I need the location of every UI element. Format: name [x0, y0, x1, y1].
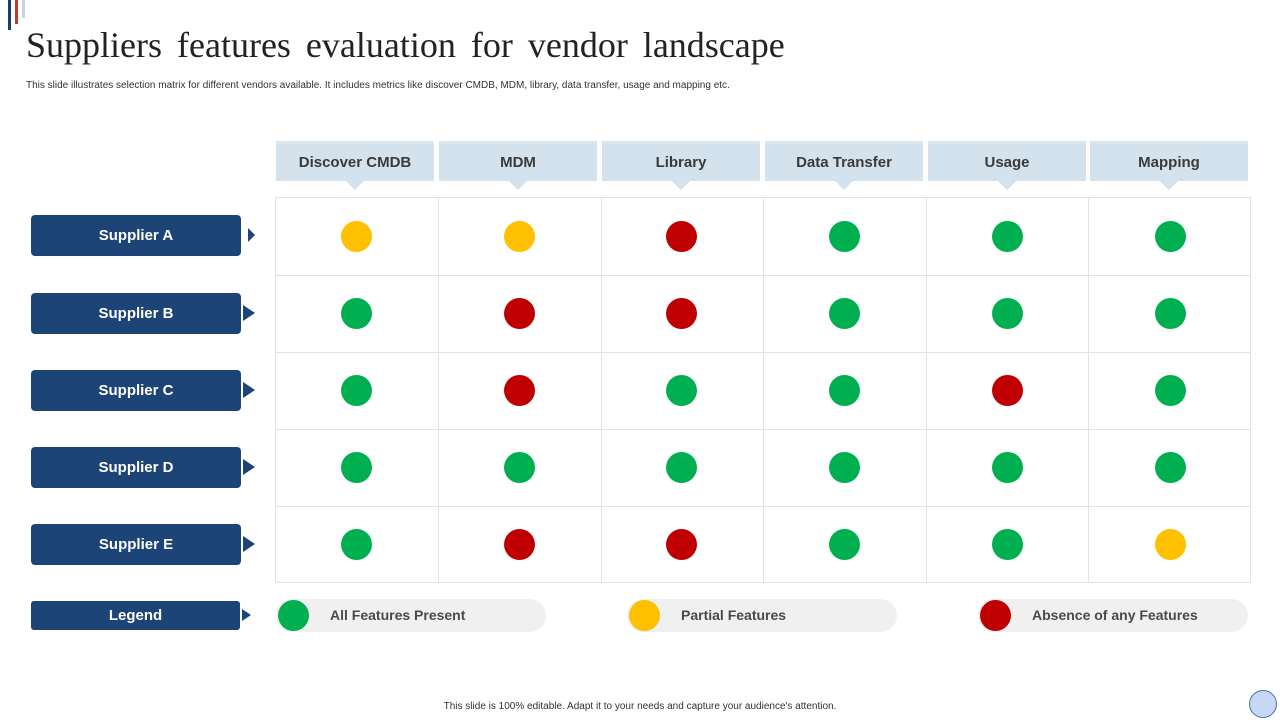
rating-dot-partial [340, 220, 372, 252]
legend-dot-yellow-icon [629, 600, 660, 631]
column-header-usage: Usage [928, 141, 1086, 190]
pointer-arrow-icon [243, 305, 255, 321]
accent-bar-navy [8, 0, 11, 30]
rating-dot-present [991, 297, 1023, 329]
legend-label: Legend [31, 601, 240, 630]
column-header-library: Library [602, 141, 760, 190]
legend-item-absent: Absence of any Features [978, 599, 1248, 632]
rating-dot-present [1154, 374, 1186, 406]
rating-dot-partial [503, 220, 535, 252]
rating-dot-present [340, 528, 372, 560]
rating-dot-present [665, 374, 697, 406]
column-header-mapping: Mapping [1090, 141, 1248, 190]
pointer-arrow-icon [248, 228, 255, 242]
supplier-label-a: Supplier A [31, 215, 241, 256]
grid-line [276, 429, 1250, 430]
pointer-arrow-icon [243, 536, 255, 552]
grid-line [276, 352, 1250, 353]
slide-subtitle: This slide illustrates selection matrix … [26, 80, 730, 91]
supplier-label-e: Supplier E [31, 524, 241, 565]
rating-dot-absent [503, 297, 535, 329]
slide-footer: This slide is 100% editable. Adapt it to… [443, 701, 837, 712]
pointer-arrow-icon [243, 459, 255, 475]
accent-bar-red [15, 0, 18, 24]
rating-dot-present [828, 220, 860, 252]
rating-dot-absent [665, 220, 697, 252]
grid-line [276, 506, 1250, 507]
grid-line [1088, 198, 1089, 582]
rating-dot-present [1154, 451, 1186, 483]
legend-item-present: All Features Present [276, 599, 546, 632]
pointer-arrow-icon [243, 382, 255, 398]
corner-circle-icon [1249, 690, 1277, 718]
rating-dot-present [991, 528, 1023, 560]
rating-dot-present [828, 528, 860, 560]
rating-dot-present [1154, 297, 1186, 329]
rating-dot-present [340, 297, 372, 329]
legend-item-partial: Partial Features [627, 599, 897, 632]
pointer-arrow-icon [242, 609, 251, 621]
rating-dot-present [1154, 220, 1186, 252]
grid-line [276, 275, 1250, 276]
supplier-label-b: Supplier B [31, 293, 241, 334]
rating-dot-absent [503, 528, 535, 560]
rating-dot-absent [503, 374, 535, 406]
column-header-mdm: MDM [439, 141, 597, 190]
supplier-label-c: Supplier C [31, 370, 241, 411]
rating-dot-present [340, 374, 372, 406]
rating-dot-present [991, 220, 1023, 252]
rating-dot-present [828, 374, 860, 406]
legend-dot-green-icon [278, 600, 309, 631]
grid-line [601, 198, 602, 582]
legend-dot-red-icon [980, 600, 1011, 631]
supplier-label-d: Supplier D [31, 447, 241, 488]
column-header-data-transfer: Data Transfer [765, 141, 923, 190]
rating-dot-present [340, 451, 372, 483]
rating-dot-absent [665, 297, 697, 329]
rating-dot-partial [1154, 528, 1186, 560]
evaluation-matrix-grid [275, 197, 1251, 583]
grid-line [438, 198, 439, 582]
legend-text: All Features Present [330, 607, 466, 623]
legend-text: Absence of any Features [1032, 607, 1198, 623]
legend-text: Partial Features [681, 607, 787, 623]
grid-line [763, 198, 764, 582]
rating-dot-present [828, 451, 860, 483]
accent-bar-grey [22, 0, 25, 18]
rating-dot-absent [991, 374, 1023, 406]
slide-title: Suppliers features evaluation for vendor… [26, 25, 785, 65]
grid-line [926, 198, 927, 582]
rating-dot-absent [665, 528, 697, 560]
column-header-discover-cmdb: Discover CMDB [276, 141, 434, 190]
rating-dot-present [991, 451, 1023, 483]
rating-dot-present [828, 297, 860, 329]
rating-dot-present [665, 451, 697, 483]
rating-dot-present [503, 451, 535, 483]
